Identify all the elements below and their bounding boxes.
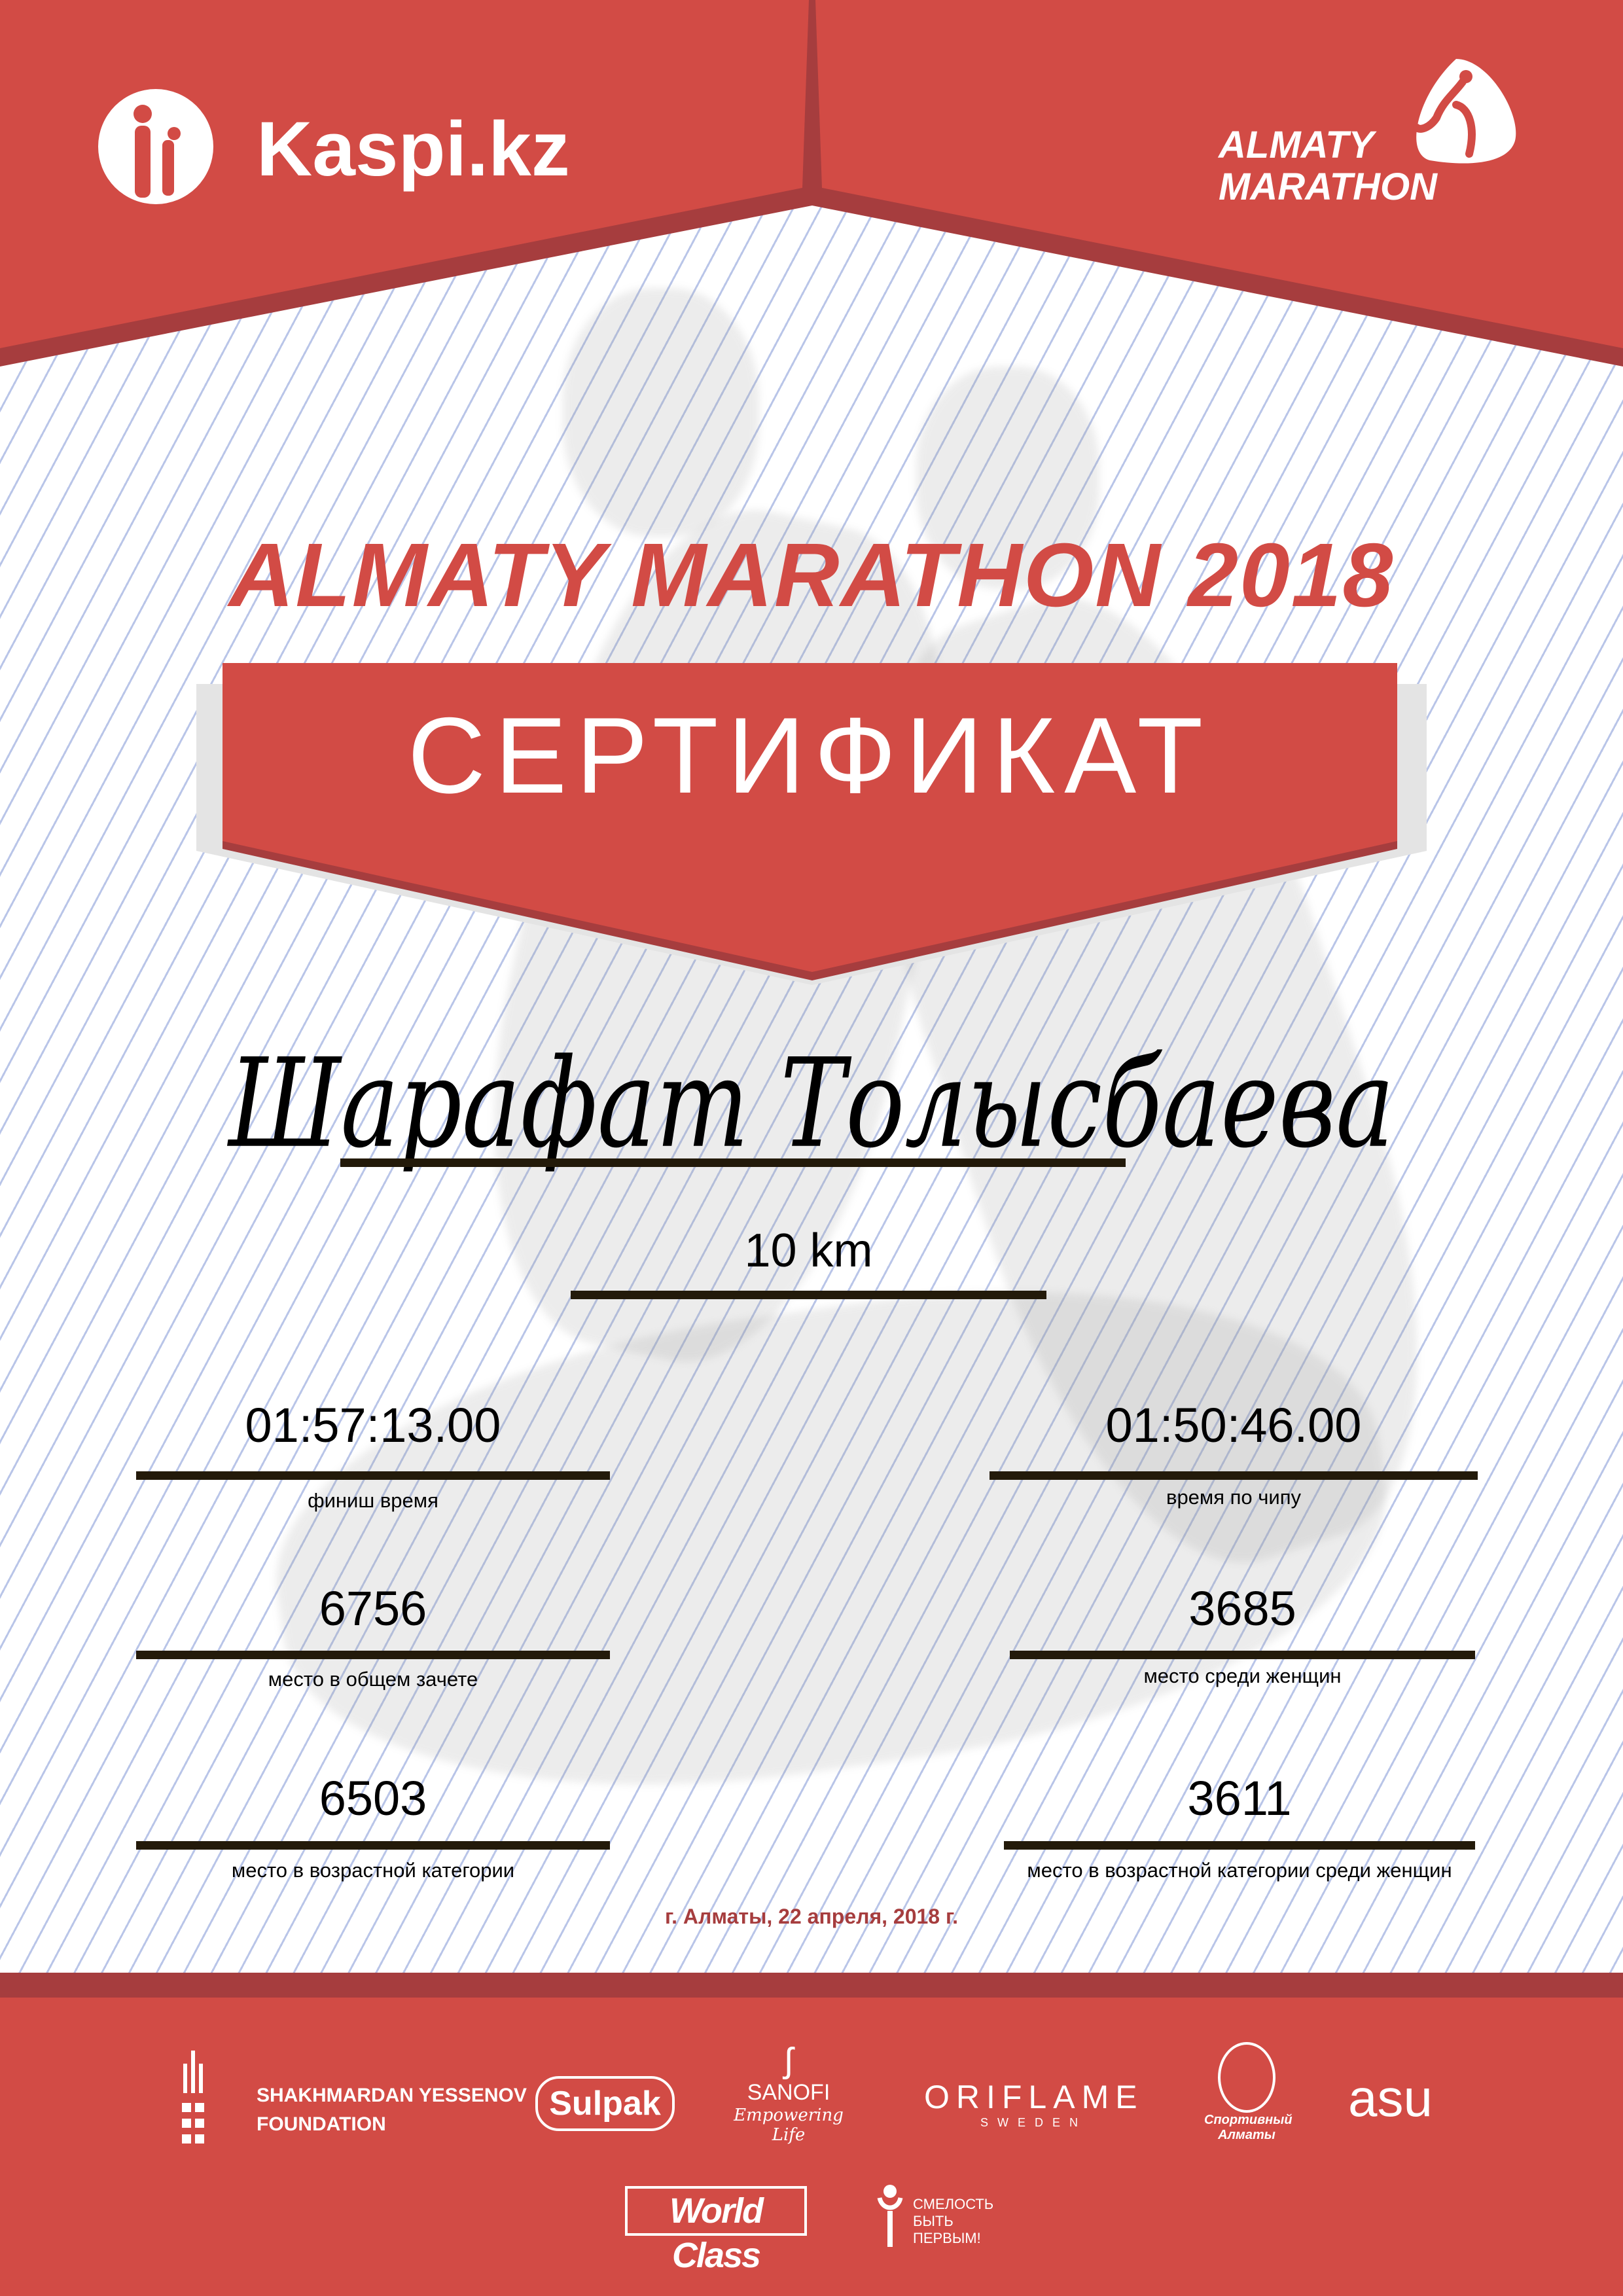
fund-runner-icon (877, 2185, 903, 2247)
certificate-heading: СЕРТИФИКАТ (407, 695, 1213, 816)
oriflame-sub: SWEDEN (980, 2116, 1087, 2129)
footer-stripe (0, 1973, 1623, 1998)
sport-almaty-logo: Спортивный Алматы (1204, 2042, 1293, 2143)
oriflame-name: ORIFLAME (924, 2079, 1144, 2115)
oriflame-logo: ORIFLAME SWEDEN (924, 2078, 1143, 2130)
women-place-label: место среди женщин (1143, 1664, 1342, 1687)
fund-line-2: БЫТЬ (913, 2213, 954, 2229)
participant-name: Шарафат Толысбаева (228, 1033, 1395, 1175)
finish-time-rule (136, 1471, 610, 1480)
sport-almaty-emblem-icon (1218, 2042, 1275, 2113)
logo-line-2: MARATHON (1219, 166, 1437, 208)
kaspi-logo-text: Kaspi.kz (257, 106, 570, 192)
yessenov-foundation-logo: SHAKHMARDAN YESSENOV FOUNDATION (257, 2081, 527, 2139)
fund-line-3: ПЕРВЫМ! (913, 2230, 981, 2246)
overall-place-value: 6756 (319, 1581, 427, 1636)
chip-time-value: 01:50:46.00 (1105, 1398, 1362, 1452)
overall-place-rule (136, 1651, 610, 1659)
chip-time-rule (990, 1471, 1478, 1480)
almaty-marathon-logo-text: ALMATY MARATHON (1219, 124, 1437, 208)
fund-line-1: СМЕЛОСТЬ (913, 2196, 994, 2212)
event-title: ALMATY MARATHON 2018 (228, 525, 1395, 626)
finish-time-label: финиш время (308, 1489, 438, 1512)
sport-almaty-name: Спортивный Алматы (1204, 2113, 1293, 2142)
sulpak-logo: Sulpak (535, 2076, 675, 2131)
age-women-place-rule (1004, 1841, 1475, 1850)
header-banner (0, 0, 1623, 367)
age-place-value: 6503 (319, 1771, 427, 1825)
asu-logo: asu (1348, 2069, 1433, 2127)
women-place-value: 3685 (1188, 1581, 1296, 1636)
distance-underline (571, 1291, 1046, 1299)
sponsor-footer (0, 1998, 1623, 2296)
yessenov-line-1: SHAKHMARDAN YESSENOV (257, 2085, 527, 2106)
logo-line-1: ALMATY (1219, 124, 1374, 166)
overall-place-label: место в общем зачете (268, 1668, 478, 1691)
age-women-place-label: место в возрастной категории среди женщи… (1027, 1859, 1452, 1882)
sanofi-logo: ʃ SANOFI Empowering Life (730, 2041, 847, 2145)
kaspi-logo-icon (98, 89, 213, 204)
sanofi-name: SANOFI (747, 2080, 830, 2105)
runner-photo-woman (916, 367, 1099, 589)
chip-time-label: время по чипу (1166, 1486, 1302, 1509)
fund-slogan: СМЕЛОСТЬ БЫТЬ ПЕРВЫМ! (913, 2196, 993, 2247)
distance-value: 10 km (744, 1225, 873, 1277)
age-place-rule (136, 1841, 610, 1850)
certificate-banner (196, 663, 1427, 985)
age-women-place-value: 3611 (1187, 1771, 1292, 1825)
date-place: г. Алматы, 22 апреля, 2018 г. (665, 1905, 958, 1928)
yessenov-line-2: FOUNDATION (257, 2113, 386, 2135)
yessenov-foundation-icon (182, 2051, 204, 2144)
almaty-marathon-runner-icon (1413, 59, 1516, 164)
name-underline (340, 1158, 1126, 1167)
sanofi-bird-icon: ʃ (785, 2041, 793, 2080)
age-place-label: место в возрастной категории (231, 1859, 515, 1882)
runner-photo-man (563, 288, 759, 537)
finish-time-value: 01:57:13.00 (245, 1398, 501, 1452)
women-place-rule (1010, 1651, 1475, 1659)
worldclass-logo: World Class (625, 2186, 807, 2275)
sanofi-tagline: Empowering Life (734, 2106, 844, 2145)
